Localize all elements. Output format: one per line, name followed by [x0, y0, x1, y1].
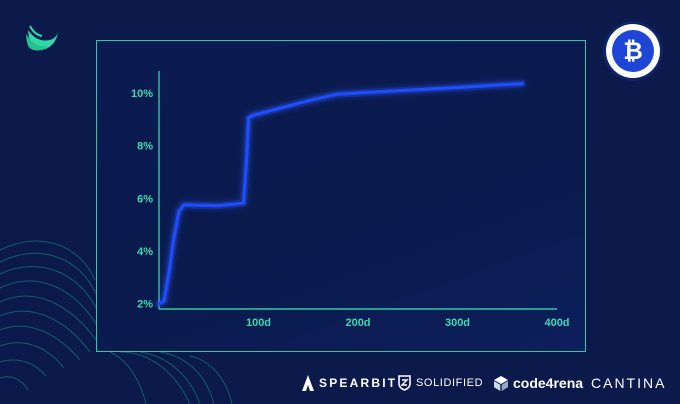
bitcoin-badge: ₿ [606, 24, 660, 78]
bird-logo-icon [26, 25, 58, 51]
y-tick-label: 2% [137, 299, 153, 311]
partner-label: CANTINA [591, 375, 667, 391]
y-tick-label: 4% [137, 246, 153, 258]
partner-solidified: SOLIDIFIED [398, 372, 483, 394]
x-tick-label: 400d [544, 317, 569, 329]
partner-spearbit: SPEARBIT [302, 372, 397, 394]
yield-line-chart: 2% 4% 6% 8% 10% 100d 200d 300d 400d [131, 71, 570, 329]
y-tick-label: 8% [137, 141, 153, 153]
chart-panel: 2% 4% 6% 8% 10% 100d 200d 300d 400d [96, 40, 586, 352]
cube-icon [494, 375, 508, 391]
series-line [157, 82, 524, 306]
y-tick-label: 6% [137, 193, 153, 205]
partner-label: SOLIDIFIED [416, 377, 484, 389]
series-line-glow [155, 80, 526, 308]
shield-icon [398, 375, 411, 391]
y-tick-label: 10% [131, 88, 153, 100]
partner-label: SPEARBIT [319, 376, 398, 390]
x-tick-label: 300d [445, 317, 470, 329]
partner-code4rena: code4rena [494, 372, 583, 394]
spearbit-icon [302, 375, 314, 391]
bitcoin-icon: ₿ [612, 30, 654, 72]
partner-cantina: CANTINA [591, 372, 666, 394]
partner-label: code4rena [513, 375, 584, 391]
x-tick-label: 200d [345, 317, 370, 329]
partner-logos: SPEARBIT SOLIDIFIED code4rena CANTINA [0, 372, 680, 394]
x-tick-label: 100d [246, 317, 271, 329]
